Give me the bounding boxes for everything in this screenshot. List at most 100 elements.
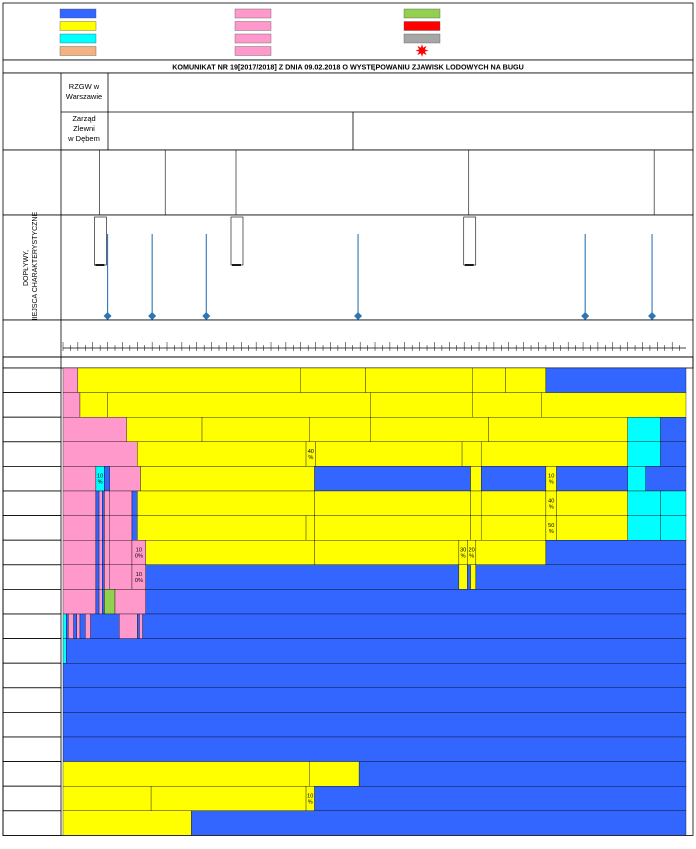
table-row-date-cell	[2, 589, 62, 615]
ice-segment	[660, 515, 687, 541]
ice-segment	[488, 417, 628, 442]
ice-segment	[660, 441, 687, 467]
ice-segment	[95, 515, 100, 541]
ice-segment	[62, 441, 138, 467]
ice-segment	[470, 466, 482, 492]
ice-segment-label: 10 0%	[135, 572, 143, 584]
ice-segment	[119, 613, 138, 639]
ice-segment	[109, 540, 133, 565]
legend	[2, 2, 694, 61]
ice-segment	[365, 367, 473, 393]
ice-segment	[62, 613, 67, 639]
table-row-date-cell	[2, 736, 62, 763]
town-box	[463, 216, 477, 266]
ice-segment	[98, 490, 103, 516]
ice-segment	[358, 761, 687, 787]
ice-segment	[104, 540, 110, 565]
ice-segment	[95, 540, 100, 565]
ice-segment	[505, 367, 547, 393]
table-row-date-cell	[2, 712, 62, 738]
ice-segment	[627, 515, 661, 541]
ice-segment	[314, 490, 471, 516]
legend-swatch	[59, 21, 97, 31]
ice-segment	[73, 613, 77, 639]
ice-segment	[79, 613, 86, 639]
table-row-date-cell	[2, 638, 62, 664]
ice-segment	[150, 786, 307, 811]
table-row-date-cell	[2, 441, 62, 467]
table-row-date-cell	[2, 539, 62, 566]
ice-segment	[62, 564, 97, 590]
ice-segment	[114, 589, 146, 615]
ice-segment	[545, 367, 687, 393]
ice-segment	[314, 466, 471, 492]
ice-segment	[62, 663, 687, 688]
legend-swatch	[234, 8, 272, 19]
ice-segment	[556, 466, 628, 492]
ice-segment	[104, 490, 110, 516]
ice-segment	[104, 466, 110, 492]
legend-swatch	[234, 21, 272, 31]
legend-swatch	[59, 46, 97, 56]
ice-segment-label: 10%	[307, 794, 313, 806]
ice-segment	[104, 515, 110, 541]
table-row-date-cell	[2, 613, 62, 640]
ice-segment	[79, 392, 108, 418]
tributary-mouth	[103, 312, 112, 320]
ice-segment	[102, 490, 105, 516]
ice-segment	[556, 515, 628, 541]
ice-segment	[62, 810, 192, 836]
ice-segment	[102, 515, 105, 541]
ice-segment	[480, 490, 547, 516]
ice-segment	[145, 564, 460, 590]
ice-segment	[98, 540, 103, 565]
gauge-row	[2, 149, 694, 216]
legend-swatch	[403, 21, 441, 31]
ice-segment	[62, 515, 97, 541]
ice-segment	[126, 417, 203, 442]
report-title: KOMUNIKAT NR 19[2017/2018] Z DNIA 09.02.…	[2, 59, 694, 74]
ice-segment	[62, 736, 687, 762]
ice-segment	[470, 564, 477, 590]
ice-segment	[142, 613, 687, 639]
report-title-text: KOMUNIKAT NR 19[2017/2018] Z DNIA 09.02.…	[172, 63, 524, 72]
ice-segment	[475, 564, 687, 590]
ice-segment	[90, 613, 120, 639]
ice-segment-label: 40%	[308, 449, 314, 461]
ice-segment	[62, 761, 310, 787]
ice-segment	[314, 515, 471, 541]
ice-segment	[472, 367, 506, 393]
ice-segment	[645, 466, 687, 492]
places-label: DOPŁYWY, MIEJSCA CHARAKTERYSTYCZNE	[23, 212, 39, 325]
ice-segment-label: 30%	[460, 548, 466, 560]
ice-segment	[309, 417, 371, 442]
ice-segment	[480, 441, 628, 467]
ice-segment-label: 40%	[548, 498, 554, 510]
table-row-date-cell	[2, 490, 62, 517]
legend-swatch	[59, 8, 97, 19]
ice-segment	[62, 417, 127, 442]
table-header-row	[2, 356, 694, 369]
ice-segment	[62, 786, 152, 811]
tributary-mouth	[648, 312, 657, 320]
ice-segment	[541, 392, 687, 418]
ice-segment	[102, 564, 105, 590]
ice-segment	[305, 515, 315, 541]
ice-segment	[131, 490, 138, 516]
ice-segment	[62, 638, 67, 664]
ice-segment	[62, 466, 97, 492]
legend-swatch	[234, 46, 272, 56]
ice-segment	[472, 392, 542, 418]
legend-swatch	[403, 8, 441, 19]
table-row-date-cell	[2, 367, 62, 394]
table-row-date-cell	[2, 515, 62, 541]
table-row-date-cell	[2, 392, 62, 418]
table-row-date-cell	[2, 761, 62, 787]
ice-segment-label: 10%	[548, 474, 554, 486]
ice-segment-label: 20%	[468, 548, 474, 560]
ice-segment	[98, 515, 103, 541]
ice-segment	[62, 687, 687, 713]
ice-segment	[62, 712, 687, 738]
ice-segment	[68, 613, 74, 639]
ice-segment	[98, 564, 103, 590]
